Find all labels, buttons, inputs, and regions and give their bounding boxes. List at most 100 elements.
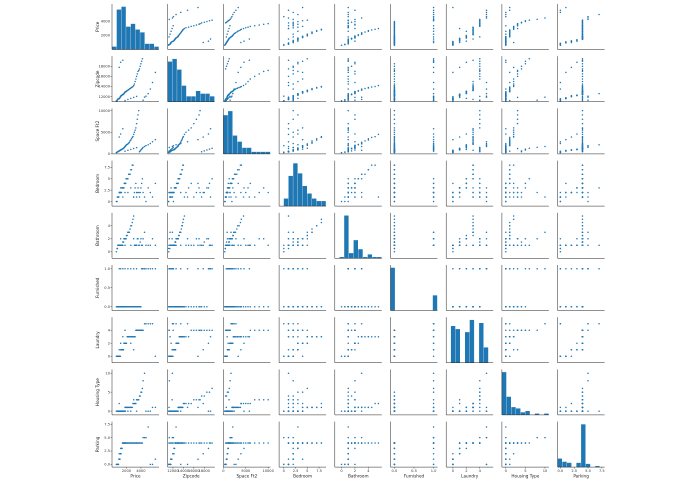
scatter-point <box>472 228 474 230</box>
scatter-point <box>119 268 122 270</box>
scatter-point <box>292 33 294 35</box>
scatter-point <box>516 69 519 72</box>
scatter-point <box>247 244 249 247</box>
scatter-point <box>237 182 239 185</box>
scatter-point <box>393 139 396 141</box>
scatter-point <box>485 463 488 466</box>
scatter-point <box>292 98 294 101</box>
scatter-point <box>536 146 538 149</box>
scatter-point <box>505 200 507 203</box>
scatter-point <box>472 234 474 237</box>
scatter-point <box>190 442 192 444</box>
scatter-point <box>229 380 231 382</box>
scatter-point <box>138 398 140 401</box>
scatter-point <box>133 83 136 85</box>
scatter-point <box>267 69 269 72</box>
scatter-point <box>432 426 435 428</box>
axis-spine <box>390 369 438 416</box>
scatter-point <box>240 305 243 308</box>
scatter-point <box>512 268 515 270</box>
axis-spine <box>334 108 382 155</box>
y-tick-label: 2.5 <box>104 188 110 192</box>
panel-parking-vs-bedroom: 0 2.5 5 7.5 <box>278 421 327 473</box>
scatter-point <box>306 238 309 240</box>
scatter-point <box>432 71 435 74</box>
scatter-point <box>350 305 353 308</box>
scatter-point <box>195 191 198 194</box>
scatter-point <box>208 182 211 185</box>
scatter-point <box>209 244 212 247</box>
scatter-point <box>354 305 356 308</box>
scatter-point <box>374 442 376 444</box>
scatter-point <box>432 244 435 247</box>
scatter-point <box>393 447 396 450</box>
scatter-point <box>516 114 519 116</box>
scatter-point <box>287 231 290 234</box>
scatter-point <box>370 442 373 444</box>
hist-bar <box>506 396 511 415</box>
scatter-point <box>119 355 122 357</box>
scatter-point <box>311 335 313 338</box>
panel-bedroom-vs-bedroom <box>278 160 327 207</box>
scatter-point <box>227 342 229 344</box>
scatter-point <box>141 178 144 180</box>
scatter-point <box>581 38 584 40</box>
scatter-point <box>393 410 396 412</box>
scatter-point <box>354 182 356 185</box>
scatter-point <box>347 342 349 344</box>
scatter-point <box>297 442 299 444</box>
scatter-point <box>292 109 294 112</box>
scatter-point <box>432 238 435 240</box>
scatter-point <box>432 398 435 401</box>
scatter-point <box>292 18 294 21</box>
hist-bar <box>228 111 233 154</box>
hist-bar <box>353 240 358 259</box>
scatter-point <box>229 99 231 101</box>
scatter-point <box>170 148 172 151</box>
panel-bedroom-vs-laundry <box>445 160 494 207</box>
scatter-point <box>559 150 562 153</box>
scatter-point <box>183 133 186 136</box>
scatter-point <box>432 141 435 143</box>
scatter-point <box>232 268 234 270</box>
scatter-point <box>301 355 304 357</box>
scatter-point <box>292 447 294 450</box>
scatter-point <box>505 142 507 145</box>
scatter-point <box>598 244 600 247</box>
scatter-point <box>354 118 356 120</box>
scatter-point <box>292 41 294 44</box>
scatter-point <box>287 458 290 460</box>
scatter-point <box>208 391 211 393</box>
scatter-point <box>122 268 124 270</box>
scatter-point <box>524 305 527 308</box>
scatter-point <box>170 244 172 247</box>
panel-laundry-vs-space-ft2 <box>223 317 271 363</box>
scatter-point <box>206 391 208 393</box>
scatter-point <box>508 178 511 180</box>
scatter-point <box>505 342 507 344</box>
scatter-point <box>512 215 515 217</box>
scatter-point <box>190 127 192 129</box>
scatter-point <box>225 244 228 247</box>
y-tick-label: 0.0 <box>104 463 110 467</box>
scatter-point <box>512 133 515 136</box>
scatter-point <box>171 17 174 19</box>
scatter-point <box>237 458 239 460</box>
scatter-point <box>536 329 538 331</box>
scatter-point <box>598 144 600 146</box>
scatter-point <box>393 149 396 151</box>
scatter-point <box>175 13 177 16</box>
scatter-point <box>570 40 573 42</box>
scatter-point <box>347 6 349 9</box>
scatter-point <box>472 406 474 409</box>
y-tick-label: 2.5 <box>104 449 110 453</box>
scatter-point <box>186 322 189 325</box>
scatter-point <box>485 88 488 90</box>
scatter-point <box>240 28 243 30</box>
scatter-point <box>364 305 366 308</box>
scatter-point <box>292 305 294 308</box>
hist-bar <box>479 322 484 363</box>
scatter-point <box>247 187 249 189</box>
scatter-point <box>432 406 435 409</box>
